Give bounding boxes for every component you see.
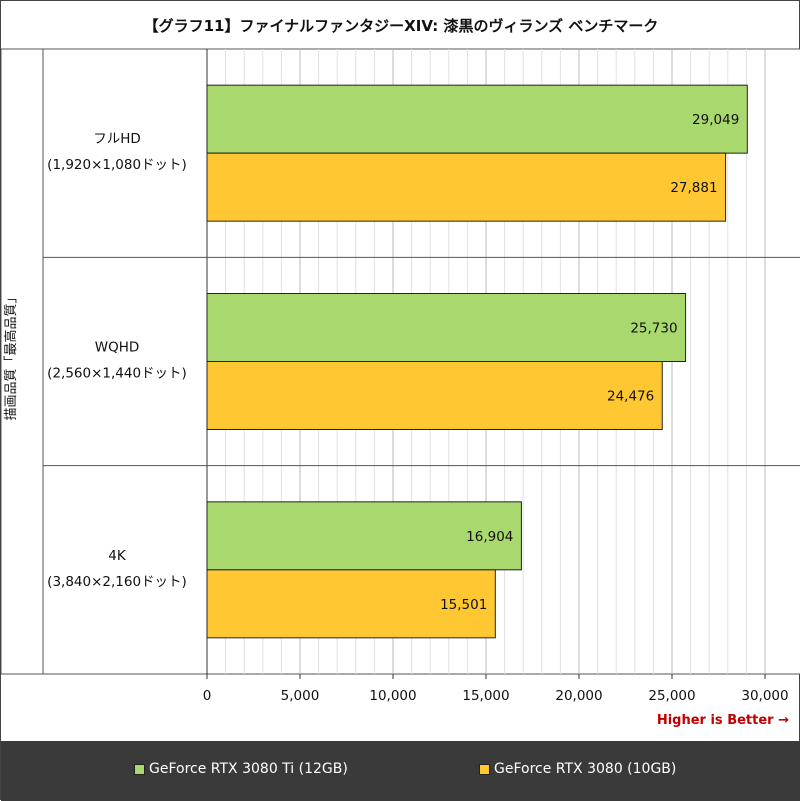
x-tick-label: 5,000 [281, 688, 320, 704]
bar-value-label: 24,476 [607, 389, 654, 405]
bar-value-label: 25,730 [630, 321, 677, 337]
bar-value-label: 15,501 [440, 597, 487, 613]
x-tick-label: 10,000 [369, 688, 416, 704]
bar-value-label: 16,904 [466, 529, 513, 545]
higher-is-better-note: Higher is Better → [656, 713, 789, 728]
x-tick-label: 15,000 [462, 688, 509, 704]
category-sublabel: (3,840×2,160ドット) [47, 574, 187, 590]
chart-title: 【グラフ11】ファイナルファンタジーXIV: 漆黒のヴィランズ ベンチマーク [143, 17, 659, 35]
bar [206, 569, 496, 639]
bar-value-label: 27,881 [670, 180, 717, 196]
chart-plot: 描画品質「最高品質」 フルHD (1,920×1,080ドット) 29,049 27,8… [1, 48, 800, 704]
legend-swatch-series-1 [134, 763, 145, 775]
x-tick-label: 0 [203, 688, 212, 704]
y-axis-title: 描画品質「最高品質」 [3, 290, 19, 420]
bar [206, 361, 663, 430]
category-sublabel: (2,560×1,440ドット) [47, 366, 187, 382]
legend-item-series-2: GeForce RTX 3080 (10GB) [479, 761, 676, 777]
legend-item-series-1: GeForce RTX 3080 Ti (12GB) [134, 761, 348, 777]
category-label: フルHD [93, 131, 141, 147]
legend-swatch-series-2 [479, 763, 490, 775]
legend-label-series-1: GeForce RTX 3080 Ti (12GB) [149, 761, 348, 777]
category-label: WQHD [95, 340, 140, 356]
legend: GeForce RTX 3080 Ti (12GB) GeForce RTX 3… [1, 741, 800, 801]
x-tick-label: 20,000 [555, 688, 602, 704]
bar [206, 293, 687, 362]
category-label: 4K [108, 548, 127, 564]
x-tick-label: 30,000 [741, 688, 788, 704]
x-tick-label: 25,000 [648, 688, 695, 704]
category-sublabel: (1,920×1,080ドット) [47, 157, 187, 173]
bar [206, 84, 748, 154]
bar-value-label: 29,049 [692, 112, 739, 128]
bar [206, 501, 522, 571]
bar [206, 152, 727, 222]
legend-label-series-2: GeForce RTX 3080 (10GB) [494, 761, 677, 777]
